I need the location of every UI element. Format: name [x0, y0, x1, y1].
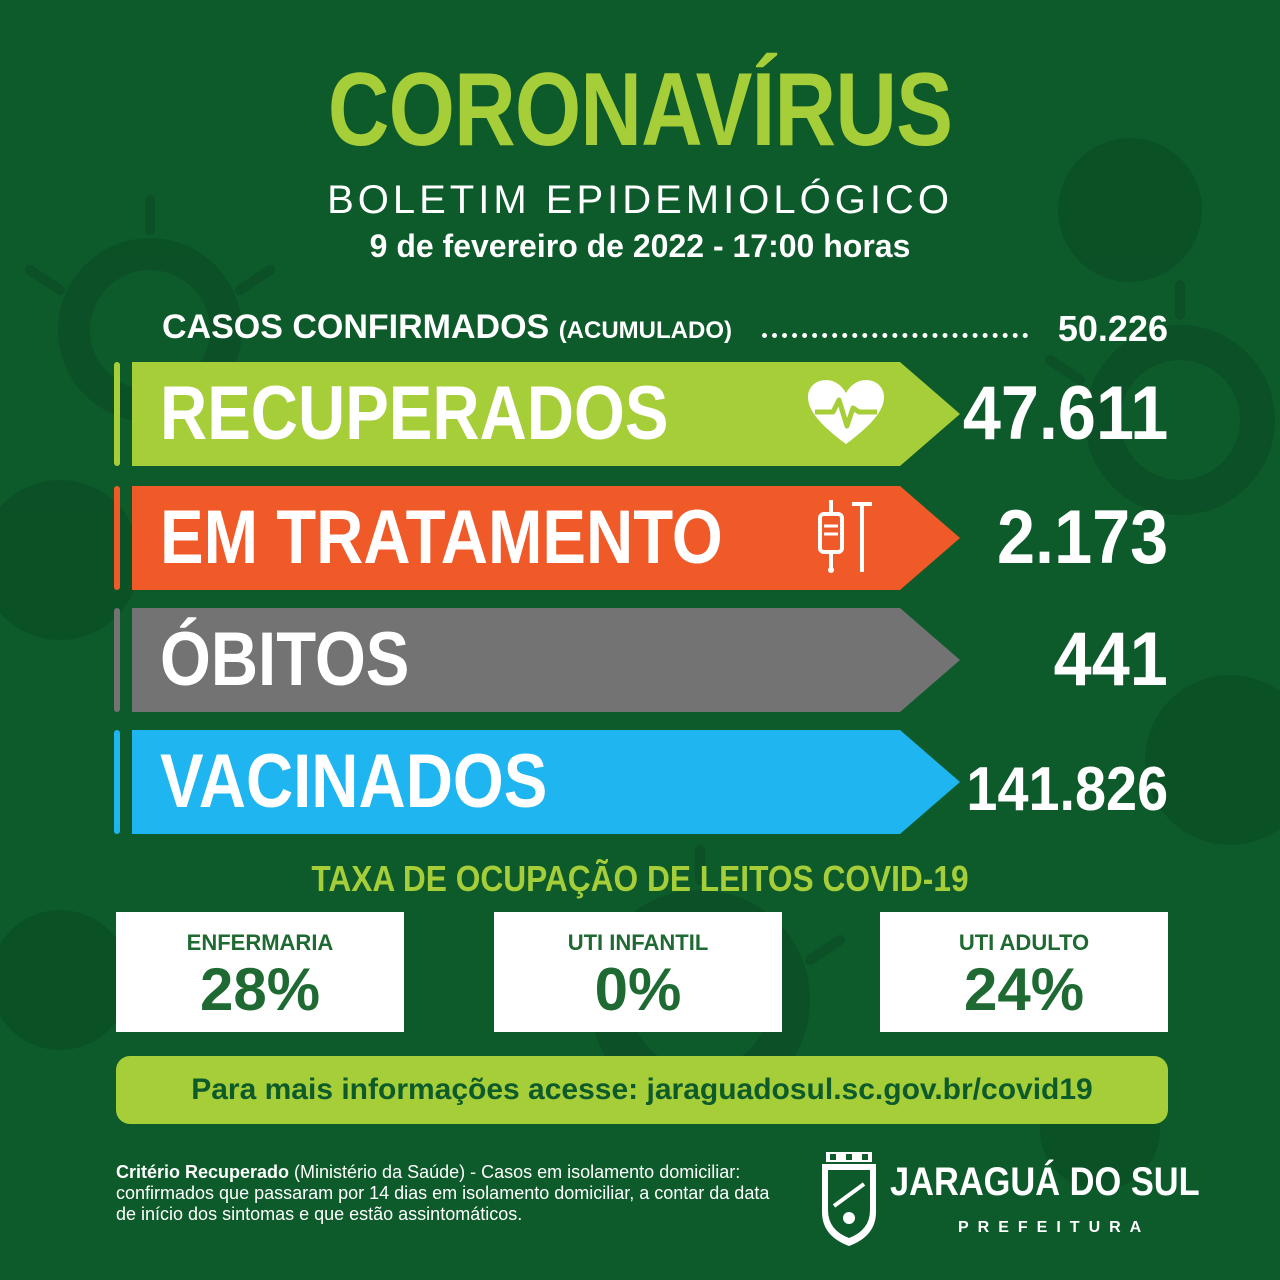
logo-subtitle: PREFEITURA: [958, 1219, 1151, 1236]
iv-drip-icon: [818, 500, 872, 573]
footnote-bold: Critério Recuperado: [116, 1162, 290, 1182]
card-label: ENFERMARIA: [186, 930, 334, 955]
card-value: 28%: [199, 956, 321, 1023]
page-subtitle: BOLETIM EPIDEMIOLÓGICO: [327, 178, 953, 222]
card-label: UTI ADULTO: [958, 930, 1090, 955]
bar-accent-tick: [114, 730, 120, 834]
recovered-arrow-bar: [132, 362, 960, 466]
bar-accent-tick: [114, 608, 120, 712]
stat-value: 2.173: [996, 495, 1168, 580]
occupancy-card-pediatric-icu: UTI INFANTIL 0%: [494, 912, 782, 1032]
stat-label: VACINADOS: [160, 739, 548, 824]
bar-accent-tick: [114, 362, 120, 466]
stat-label: ÓBITOS: [160, 617, 410, 702]
more-info-banner[interactable]: Para mais informações acesse: jaraguados…: [116, 1056, 1168, 1124]
deaths-arrow-bar: [132, 608, 960, 712]
card-value: 24%: [963, 956, 1085, 1023]
confirmed-cases-label: CASOS CONFIRMADOS: [162, 308, 550, 346]
stat-vaccinated: VACINADOS 141.826: [0, 730, 1280, 834]
page-title: CORONAVÍRUS: [327, 52, 953, 168]
confirmed-cases-row: CASOS CONFIRMADOS (ACUMULADO) 50.226: [162, 306, 1168, 349]
city-hall-logo: JARAGUÁ DO SUL PREFEITURA: [818, 1150, 1200, 1250]
stat-label: RECUPERADOS: [160, 371, 669, 456]
stat-label: EM TRATAMENTO: [160, 495, 723, 580]
stat-value: 441: [1053, 617, 1168, 702]
footnote-text: (Ministério da Saúde) - Casos em isolame…: [116, 1162, 770, 1224]
stat-value: 47.611: [962, 371, 1168, 456]
stat-in-treatment: EM TRATAMENTO 2.173: [0, 486, 1280, 590]
treatment-arrow-bar: [132, 486, 960, 590]
heartbeat-icon: [808, 380, 884, 444]
recovery-criteria-footnote: Critério Recuperado (Ministério da Saúde…: [116, 1162, 776, 1225]
dotted-leader: [762, 333, 1028, 338]
occupancy-title: TAXA DE OCUPAÇÃO DE LEITOS COVID-19: [311, 858, 969, 899]
card-value: 0%: [594, 956, 682, 1023]
stat-recovered: RECUPERADOS 47.611: [0, 362, 1280, 466]
city-crest-icon: [822, 1152, 876, 1246]
stat-value: 141.826: [966, 755, 1168, 824]
vaccinated-arrow-bar: [132, 730, 960, 834]
occupancy-card-ward: ENFERMARIA 28%: [116, 912, 404, 1032]
confirmed-cases-value: 50.226: [1057, 308, 1168, 349]
bar-accent-tick: [114, 486, 120, 590]
card-label: UTI INFANTIL: [567, 930, 709, 955]
bulletin-date: 9 de fevereiro de 2022 - 17:00 horas: [369, 228, 911, 264]
confirmed-cases-sublabel: (ACUMULADO): [558, 317, 732, 344]
occupancy-card-adult-icu: UTI ADULTO 24%: [880, 912, 1168, 1032]
logo-name: JARAGUÁ DO SUL: [890, 1160, 1200, 1204]
stat-deaths: ÓBITOS 441: [0, 608, 1280, 712]
